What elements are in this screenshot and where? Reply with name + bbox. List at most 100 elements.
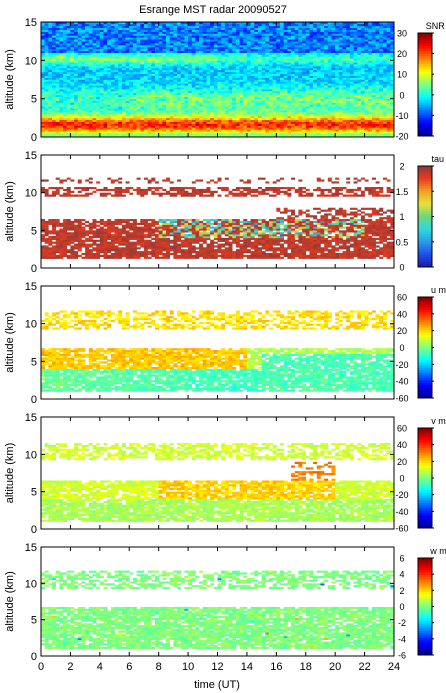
heat-cell bbox=[316, 125, 321, 128]
heat-cell bbox=[88, 114, 93, 117]
heat-cell bbox=[188, 125, 193, 128]
heat-cell bbox=[59, 71, 64, 75]
heat-cell bbox=[239, 127, 244, 130]
heat-cell bbox=[320, 106, 325, 109]
heat-cell bbox=[313, 108, 318, 111]
heat-cell bbox=[250, 52, 255, 55]
heat-cell bbox=[41, 73, 45, 76]
heat-cell bbox=[70, 31, 75, 34]
heat-cell bbox=[232, 89, 237, 92]
heat-cell bbox=[283, 119, 288, 122]
heat-cell bbox=[180, 48, 185, 52]
heat-cell bbox=[257, 58, 262, 61]
heat-cell bbox=[257, 123, 262, 126]
heat-cell bbox=[110, 31, 115, 34]
heat-cell bbox=[305, 102, 310, 105]
heat-cell bbox=[224, 94, 229, 98]
heat-cell bbox=[118, 79, 123, 82]
heat-cell bbox=[184, 108, 189, 111]
heat-cell bbox=[191, 68, 196, 71]
heat-cell bbox=[338, 104, 343, 107]
heat-cell bbox=[147, 62, 152, 65]
heat-cell bbox=[177, 96, 182, 99]
heat-cell bbox=[335, 125, 340, 128]
heat-cell bbox=[199, 87, 204, 90]
heat-cell bbox=[92, 29, 97, 32]
heat-cell bbox=[132, 123, 137, 126]
heat-cell bbox=[228, 92, 233, 96]
heat-cell bbox=[239, 69, 244, 73]
heat-cell bbox=[103, 64, 108, 67]
heat-cell bbox=[287, 89, 292, 92]
heat-cell bbox=[143, 31, 148, 34]
heat-cell bbox=[41, 110, 45, 113]
heat-cell bbox=[59, 58, 64, 61]
heat-cell bbox=[177, 69, 182, 73]
heat-cell bbox=[85, 100, 90, 103]
heat-cell bbox=[280, 96, 284, 99]
heat-cell bbox=[103, 127, 108, 130]
heat-cell bbox=[191, 85, 196, 88]
heat-cell bbox=[210, 71, 215, 75]
heat-cell bbox=[63, 50, 68, 53]
heat-cell bbox=[221, 79, 226, 82]
heat-cell bbox=[48, 125, 53, 128]
heat-cell bbox=[287, 27, 292, 30]
heat-cell bbox=[313, 87, 318, 90]
heat-cell bbox=[41, 119, 45, 122]
heat-cell bbox=[129, 23, 134, 27]
heat-cell bbox=[254, 35, 259, 38]
heat-cell bbox=[70, 62, 75, 65]
heat-cell bbox=[210, 22, 215, 25]
heat-cell bbox=[136, 60, 141, 63]
heat-cell bbox=[195, 121, 200, 124]
heat-cell bbox=[99, 127, 104, 130]
heat-cell bbox=[210, 37, 215, 40]
heat-cell bbox=[147, 121, 152, 124]
heat-cell bbox=[224, 73, 229, 76]
heat-cell bbox=[166, 110, 170, 113]
heat-cell bbox=[169, 94, 174, 98]
heat-cell bbox=[254, 43, 259, 46]
heat-cell bbox=[140, 23, 145, 27]
heat-cell bbox=[272, 104, 277, 107]
heat-cell bbox=[254, 33, 259, 36]
heat-cell bbox=[48, 54, 53, 57]
heat-cell bbox=[173, 135, 178, 138]
heat-cell bbox=[257, 81, 262, 84]
heat-cell bbox=[48, 102, 53, 105]
heat-cell bbox=[169, 110, 174, 113]
heat-cell bbox=[143, 66, 148, 69]
heat-cell bbox=[110, 83, 115, 86]
heat-cell bbox=[85, 135, 90, 138]
heat-cell bbox=[232, 121, 237, 124]
heat-cell bbox=[166, 123, 170, 126]
heat-cell bbox=[346, 112, 351, 115]
heat-cell bbox=[228, 27, 233, 30]
heat-cell bbox=[316, 94, 321, 98]
heat-cell bbox=[188, 60, 193, 63]
heat-cell bbox=[224, 45, 229, 48]
heat-cell bbox=[254, 133, 259, 136]
heat-cell bbox=[66, 115, 71, 119]
heat-cell bbox=[177, 81, 182, 84]
heat-cell bbox=[217, 52, 222, 55]
heat-cell bbox=[342, 77, 347, 80]
heat-cell bbox=[213, 133, 218, 136]
heat-cell bbox=[250, 100, 255, 103]
heat-cell bbox=[239, 131, 244, 134]
heat-cell bbox=[162, 62, 167, 65]
heat-cell bbox=[140, 135, 145, 138]
heat-cell bbox=[140, 87, 145, 90]
heat-cell bbox=[110, 50, 115, 53]
heat-cell bbox=[224, 131, 229, 134]
heat-cell bbox=[96, 119, 101, 122]
heat-cell bbox=[294, 119, 299, 122]
heat-cell bbox=[92, 68, 97, 71]
heat-cell bbox=[154, 106, 159, 109]
heat-cell bbox=[243, 52, 248, 55]
heat-cell bbox=[74, 50, 79, 53]
heat-cell bbox=[291, 96, 296, 99]
heat-cell bbox=[114, 75, 119, 78]
heat-cell bbox=[195, 125, 200, 128]
